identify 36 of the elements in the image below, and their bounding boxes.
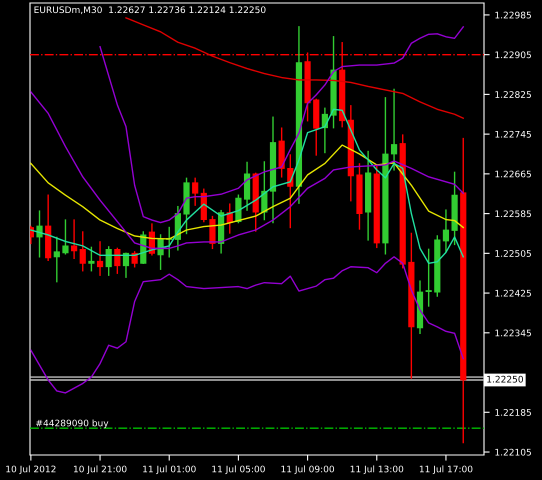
x-tick-label: 11 Jul 17:00 — [420, 465, 472, 474]
y-tick-label: 1.22105 — [495, 448, 531, 456]
line-series — [125, 17, 464, 119]
y-tick-label: 1.22905 — [495, 51, 531, 58]
candlestick — [192, 178, 198, 206]
candlestick — [442, 209, 450, 253]
candlestick — [106, 246, 112, 276]
x-tick-label: 10 Jul 21:00 — [74, 465, 127, 474]
line-series — [99, 26, 464, 224]
ref-line-label: #44289090 buy — [36, 419, 108, 428]
line-series — [30, 256, 464, 394]
candlestick — [114, 248, 120, 274]
y-tick-label: 1.22585 — [495, 210, 531, 218]
candlestick — [80, 231, 86, 272]
y-tick-label: 1.22985 — [495, 12, 531, 18]
x-tick-label: 10 Jul 2012 — [6, 465, 56, 474]
y-tick-label: 1.22425 — [495, 290, 531, 297]
candlestick — [62, 219, 69, 255]
x-tick-label: 11 Jul 01:00 — [143, 465, 196, 474]
x-tick-label: 11 Jul 05:00 — [212, 465, 265, 474]
ref-line-label: 1.22250 — [487, 376, 524, 383]
x-tick-label: 11 Jul 09:00 — [282, 465, 334, 474]
candlestick — [54, 236, 60, 282]
candlestick — [88, 246, 94, 272]
y-tick-label: 1.22825 — [495, 91, 531, 98]
candlestick — [71, 219, 78, 259]
y-tick-label: 1.22185 — [495, 409, 531, 416]
y-tick-label: 1.22345 — [495, 330, 531, 336]
y-tick-label: 1.22745 — [495, 130, 531, 138]
y-tick-label: 1.22505 — [495, 250, 531, 257]
x-tick-label: 11 Jul 13:00 — [350, 465, 404, 474]
y-tick-label: 1.22665 — [495, 170, 531, 178]
candlestick — [390, 88, 398, 171]
candlestick — [426, 248, 432, 307]
candlestick — [96, 241, 104, 276]
chart-title: EURUSDm,M30 1.22627 1.22736 1.22124 1.22250 — [34, 6, 266, 14]
